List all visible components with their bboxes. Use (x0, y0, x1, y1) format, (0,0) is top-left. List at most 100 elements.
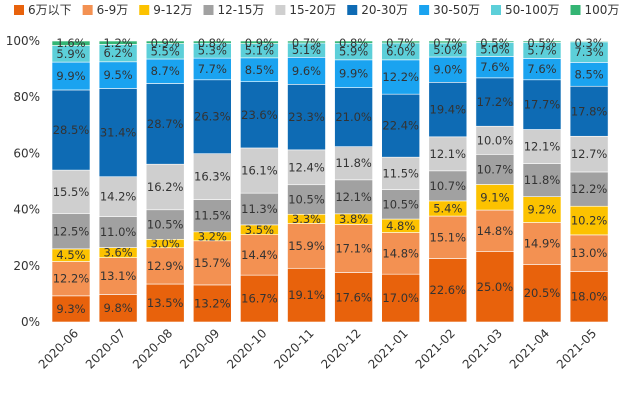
data-label: 10.2% (571, 214, 608, 228)
data-label: 6.0% (386, 44, 415, 58)
bar-segment (98, 176, 138, 217)
x-tick-label: 2020-07 (83, 326, 128, 371)
data-label: 23.6% (241, 108, 278, 122)
data-label: 6.2% (103, 46, 132, 60)
data-label: 0.7% (292, 36, 321, 50)
data-label: 12.4% (288, 160, 325, 174)
x-tick-label: 2020-12 (318, 326, 363, 371)
data-label: 10.5% (382, 197, 419, 211)
bar-segment (522, 129, 562, 164)
bar-segment (193, 40, 232, 44)
x-tick-label: 2021-05 (554, 326, 599, 371)
data-label: 1.6% (56, 36, 85, 50)
data-label: 9.1% (480, 190, 509, 204)
bar-segment (428, 170, 468, 202)
data-label: 3.8% (339, 212, 368, 226)
data-label: 9.5% (103, 68, 132, 82)
data-label: 14.4% (241, 248, 278, 262)
data-label: 11.8% (524, 173, 561, 187)
bar-segment (51, 40, 91, 46)
data-label: 9.0% (433, 63, 462, 77)
data-label: 0.9% (245, 36, 274, 50)
data-label: 8.5% (574, 67, 603, 81)
data-label: 11.3% (241, 202, 278, 216)
legend-label: 9-12万 (153, 3, 192, 17)
bar-segment (569, 85, 609, 137)
data-label: 28.5% (53, 123, 90, 137)
legend-label: 15-20万 (289, 3, 336, 17)
data-label: 17.1% (335, 242, 372, 256)
bar-segment (287, 149, 326, 186)
data-label: 0.8% (339, 36, 368, 50)
legend-label: 100万以上 (585, 3, 620, 17)
bar-segment (287, 57, 326, 85)
bar-segment (193, 153, 232, 200)
bar-segment (475, 209, 515, 252)
bar-segment (51, 61, 91, 91)
bar-segment (381, 273, 421, 323)
data-label: 17.7% (524, 98, 561, 112)
data-label: 5.3% (198, 44, 227, 58)
legend-label: 6-9万 (97, 3, 129, 17)
data-label: 16.2% (147, 180, 184, 194)
bar-segment (145, 83, 185, 165)
data-label: 5.5% (151, 44, 180, 58)
data-label: 0.7% (433, 36, 462, 50)
data-label: 19.4% (430, 103, 467, 117)
x-tick-label: 2020-10 (224, 326, 269, 371)
data-label: 11.0% (100, 225, 137, 239)
bar-segment (287, 40, 326, 44)
data-label: 5.9% (56, 47, 85, 61)
data-label: 14.8% (382, 246, 419, 260)
x-tick-label: 2020-08 (130, 326, 175, 371)
bar-segment (381, 189, 421, 220)
data-label: 16.7% (241, 292, 278, 306)
bar-segment (98, 40, 138, 45)
data-label: 13.0% (571, 246, 608, 260)
data-label: 5.9% (339, 45, 368, 59)
bar-segment (334, 87, 373, 147)
y-axis: 0% 20% 40% 60% 80% 100% (6, 34, 40, 329)
data-label: 5.0% (433, 43, 462, 57)
data-label: 9.6% (292, 64, 321, 78)
bar-segment (475, 77, 515, 127)
bar-segment (569, 171, 609, 207)
data-label: 18.0% (571, 290, 608, 304)
y-tick-label: 20% (13, 259, 40, 273)
bar-segment (145, 40, 185, 44)
legend-swatch (570, 5, 581, 15)
bar-segment (51, 295, 91, 323)
data-label: 13.2% (194, 296, 231, 310)
data-label: 11.5% (194, 209, 231, 223)
data-label: 10.7% (477, 162, 514, 176)
data-label: 14.2% (100, 190, 137, 204)
y-tick-label: 40% (13, 203, 40, 217)
data-label: 5.1% (245, 44, 274, 58)
y-tick-label: 0% (21, 315, 40, 329)
bar-segment (475, 125, 515, 155)
legend-swatch (82, 5, 93, 15)
bar-segment (240, 147, 279, 194)
bar-segment (475, 40, 515, 43)
data-label: 10.5% (288, 193, 325, 207)
bar-segment (569, 40, 609, 43)
bar-segment (240, 234, 279, 276)
data-label: 9.3% (56, 302, 85, 316)
bar-segment (475, 251, 515, 323)
bar-segment (381, 156, 421, 190)
data-label: 17.6% (335, 290, 372, 304)
legend-swatch (203, 5, 214, 15)
x-tick-label: 2020-11 (271, 326, 316, 371)
data-label: 9.2% (527, 203, 556, 217)
bar-segment (240, 274, 279, 323)
bar-segment (428, 40, 468, 44)
x-tick-label: 2021-03 (460, 326, 505, 371)
bar-segment (522, 40, 562, 43)
bar-segment (287, 84, 326, 151)
bar-segment (98, 216, 138, 248)
bar-segment (240, 192, 279, 226)
data-label: 10.0% (477, 133, 514, 147)
x-tick-label: 2021-04 (507, 326, 552, 371)
x-tick-label: 2021-01 (365, 326, 410, 371)
